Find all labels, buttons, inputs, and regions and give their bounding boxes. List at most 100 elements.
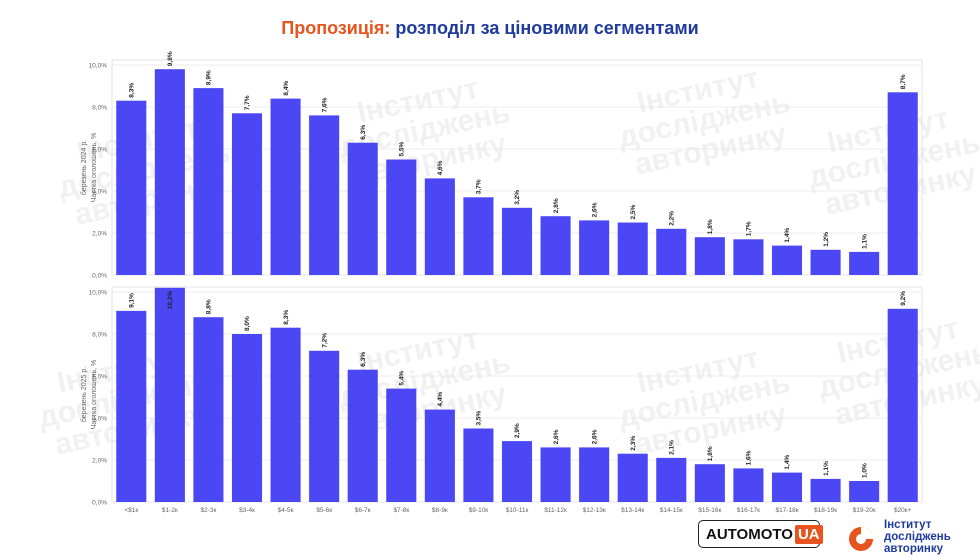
automoto-logo-main: AUTOMOTO	[706, 525, 793, 543]
data-label-9: 3,5%	[476, 410, 483, 425]
period-label: березень 2025 р.	[80, 367, 88, 422]
bar-5	[309, 115, 340, 276]
data-label-17: 1,4%	[784, 455, 791, 470]
x-tick-label: $12-13к	[583, 507, 606, 514]
bar-13	[617, 222, 648, 275]
y-tick-label: 4,0%	[92, 416, 107, 423]
data-label-13: 2,5%	[630, 204, 637, 219]
bar-19	[849, 251, 880, 275]
institute-logo-line-1: Інститут	[884, 519, 932, 531]
bar-5	[309, 350, 340, 502]
data-label-13: 2,3%	[630, 436, 637, 451]
x-tick-label: $18-19к	[814, 507, 837, 514]
bar-7	[386, 159, 417, 275]
data-label-10: 3,2%	[514, 190, 521, 205]
bar-3	[231, 113, 263, 275]
data-label-14: 2,2%	[668, 211, 675, 226]
x-tick-label: $11-12к	[544, 507, 567, 514]
data-label-6: 6,3%	[360, 125, 367, 140]
x-tick-label: $14-15к	[660, 507, 683, 514]
data-label-5: 7,2%	[321, 333, 328, 348]
x-tick-label: $5-6к	[316, 507, 332, 514]
y-tick-label: 6,0%	[92, 147, 107, 154]
bar-18	[810, 478, 841, 502]
bar-19	[849, 481, 880, 502]
data-label-3: 7,7%	[244, 95, 251, 110]
x-tick-label: $7-8к	[393, 507, 409, 514]
y-tick-label: 10,0%	[89, 63, 108, 70]
data-label-18: 1,2%	[823, 232, 830, 247]
data-label-4: 8,3%	[283, 310, 290, 325]
y-tick-label: 0,0%	[92, 273, 107, 280]
bar-13	[617, 453, 648, 502]
data-label-3: 8,0%	[244, 316, 251, 331]
y-axis-title: Частка оголошень, %	[91, 133, 98, 203]
institute-logo-line-2: досліджень	[884, 531, 951, 543]
data-label-10: 2,9%	[514, 423, 521, 438]
y-tick-label: 8,0%	[92, 105, 107, 112]
bar-6	[347, 369, 378, 502]
bar-7	[386, 388, 417, 502]
data-label-7: 5,4%	[398, 371, 405, 386]
x-tick-label: $6-7к	[355, 507, 371, 514]
bar-10	[501, 207, 533, 275]
automoto-logo: AUTOMOTO UA	[698, 520, 823, 548]
data-label-1: 10,2%	[167, 291, 174, 310]
institute-logo: Інститут досліджень авторинку	[848, 517, 978, 555]
data-label-20: 8,7%	[900, 74, 907, 89]
bar-20	[887, 92, 918, 275]
x-tick-label: $19-20к	[853, 507, 876, 514]
bar-8	[424, 409, 455, 502]
bar-17	[771, 245, 803, 275]
x-tick-label: $8-9к	[432, 507, 448, 514]
institute-logo-line-3: авторинку	[884, 543, 944, 555]
bar-9	[463, 197, 494, 275]
bar-4	[270, 98, 301, 275]
x-tick-label: $10-11к	[506, 507, 529, 514]
data-label-16: 1,7%	[746, 221, 753, 236]
panel-march-2024: 0,0% 2,0% 4,0% 6,0% 8,0% 10,0% Частка оголошен…	[80, 51, 923, 280]
bar-11	[540, 447, 571, 502]
data-label-12: 2,6%	[591, 429, 598, 444]
x-tick-label: <$1к	[124, 507, 138, 514]
data-label-19: 1,0%	[861, 463, 868, 478]
x-tick-label: $9-10к	[469, 507, 489, 514]
title-accent: Пропозиція:	[281, 18, 391, 38]
bar-4	[270, 327, 301, 502]
title-main: розподіл за ціновими сегментами	[395, 18, 699, 38]
y-tick-label: 0,0%	[92, 500, 107, 507]
bar-12	[579, 447, 610, 502]
x-tick-label: $15-16к	[698, 507, 721, 514]
bar-14	[656, 457, 687, 502]
x-tick-label: $4-5к	[278, 507, 294, 514]
data-label-11: 2,6%	[553, 429, 560, 444]
data-label-6: 6,3%	[360, 352, 367, 367]
data-label-14: 2,1%	[668, 440, 675, 455]
data-label-8: 4,6%	[437, 160, 444, 175]
data-label-9: 3,7%	[476, 179, 483, 194]
data-label-20: 9,2%	[900, 291, 907, 306]
data-label-11: 2,8%	[553, 198, 560, 213]
data-label-5: 7,6%	[321, 97, 328, 112]
bar-3	[231, 334, 263, 502]
bar-11	[540, 216, 571, 275]
x-tick-label: $2-3к	[200, 507, 216, 514]
y-tick-label: 2,0%	[92, 458, 107, 465]
data-label-7: 5,5%	[398, 141, 405, 156]
x-tick-label: $13-14к	[621, 507, 644, 514]
bar-15	[694, 237, 725, 275]
x-tick-label: $16-17к	[737, 507, 760, 514]
bar-20	[887, 308, 918, 502]
bar-9	[463, 428, 494, 502]
bar-1	[154, 69, 185, 275]
data-label-0: 9,1%	[128, 293, 135, 308]
y-tick-label: 10,0%	[89, 290, 108, 297]
data-label-19: 1,1%	[861, 234, 868, 249]
bar-0	[116, 310, 147, 502]
automoto-logo-accent: UA	[794, 524, 823, 544]
data-label-8: 4,4%	[437, 392, 444, 407]
bar-2	[193, 317, 224, 502]
data-label-15: 1,8%	[707, 219, 714, 234]
